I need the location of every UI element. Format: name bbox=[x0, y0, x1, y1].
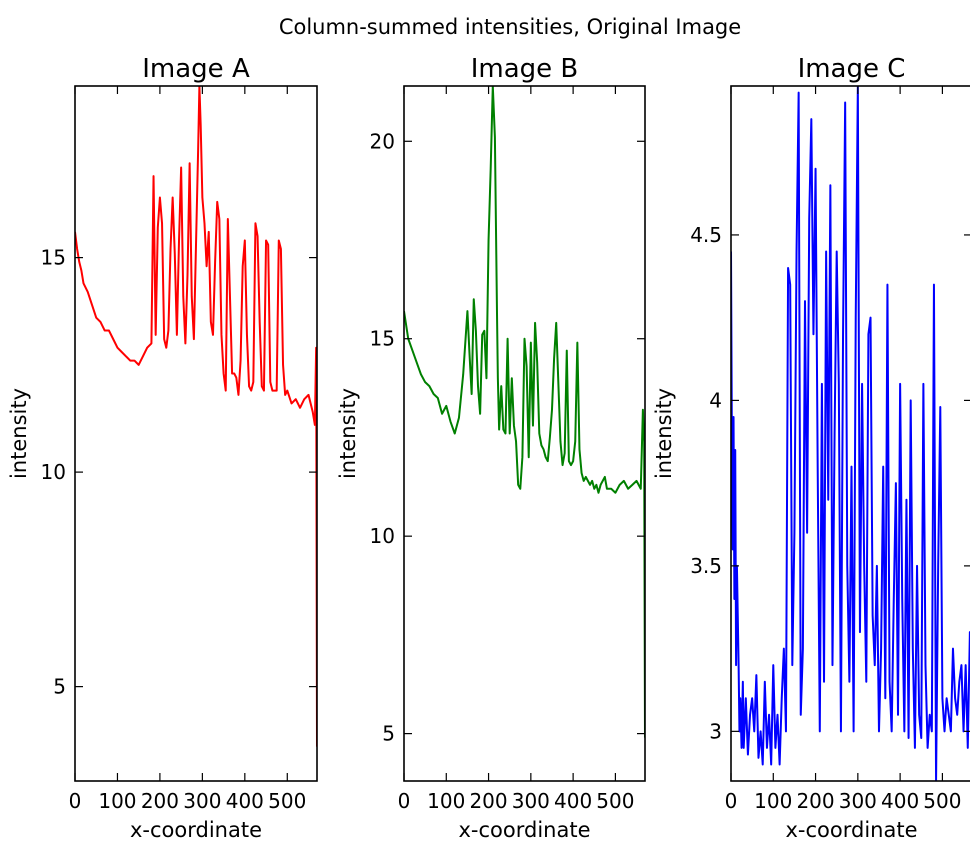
x-tick-label: 0 bbox=[398, 789, 411, 813]
y-tick-label: 10 bbox=[370, 524, 395, 548]
x-tick-label: 500 bbox=[923, 789, 961, 813]
y-tick-label: 5 bbox=[382, 722, 395, 746]
subplot-title: Image A bbox=[142, 54, 250, 84]
x-axis-label: x-coordinate bbox=[785, 818, 917, 842]
figure-suptitle: Column-summed intensities, Original Imag… bbox=[279, 15, 741, 39]
subplot-a: 0 100 200 300 400 500 5 10 15 Image A x-coordinate… bbox=[7, 54, 318, 842]
x-tick-label: 200 bbox=[796, 789, 834, 813]
y-tick-label: 3.5 bbox=[690, 554, 722, 578]
y-tick-label: 3 bbox=[709, 719, 722, 743]
x-tick-label: 300 bbox=[183, 789, 221, 813]
series-line bbox=[731, 86, 970, 781]
x-tick-label: 0 bbox=[725, 789, 738, 813]
y-axis-label: intensity bbox=[652, 388, 676, 479]
x-tick-label: 400 bbox=[554, 789, 592, 813]
y-axis-label: intensity bbox=[336, 388, 360, 479]
y-tick-label: 15 bbox=[370, 327, 395, 351]
subplot-b: 0 100 200 300 400 500 5 10 15 20 Image B x-coordina… bbox=[336, 54, 646, 842]
y-tick-label: 4 bbox=[709, 388, 722, 412]
x-axis-label: x-coordinate bbox=[458, 818, 590, 842]
y-tick-label: 10 bbox=[41, 460, 66, 484]
x-axis-label: x-coordinate bbox=[130, 818, 262, 842]
x-tick-label: 100 bbox=[754, 789, 792, 813]
x-tick-label: 400 bbox=[226, 789, 264, 813]
series-line bbox=[75, 86, 317, 747]
x-tick-label: 300 bbox=[839, 789, 877, 813]
y-tick-label: 5 bbox=[53, 675, 66, 699]
plot-frame bbox=[74, 85, 318, 782]
plot-frame bbox=[730, 85, 970, 782]
subplot-c: 0 100 200 300 400 500 3 3.5 4 4.5 Image C x-coordin… bbox=[652, 54, 970, 842]
y-tick-label: 4.5 bbox=[690, 223, 722, 247]
subplot-title: Image B bbox=[471, 54, 579, 84]
x-tick-label: 200 bbox=[141, 789, 179, 813]
x-tick-label: 200 bbox=[469, 789, 507, 813]
x-tick-label: 0 bbox=[69, 789, 82, 813]
subplot-title: Image C bbox=[798, 54, 906, 84]
x-tick-label: 100 bbox=[427, 789, 465, 813]
y-tick-label: 20 bbox=[370, 129, 395, 153]
y-axis-label: intensity bbox=[7, 388, 31, 479]
x-tick-label: 100 bbox=[98, 789, 136, 813]
y-tick-label: 15 bbox=[41, 246, 66, 270]
x-tick-label: 300 bbox=[512, 789, 550, 813]
x-tick-label: 400 bbox=[881, 789, 919, 813]
x-tick-label: 500 bbox=[596, 789, 634, 813]
series-line bbox=[404, 86, 645, 738]
plot-frame bbox=[403, 85, 646, 782]
x-tick-label: 500 bbox=[268, 789, 306, 813]
